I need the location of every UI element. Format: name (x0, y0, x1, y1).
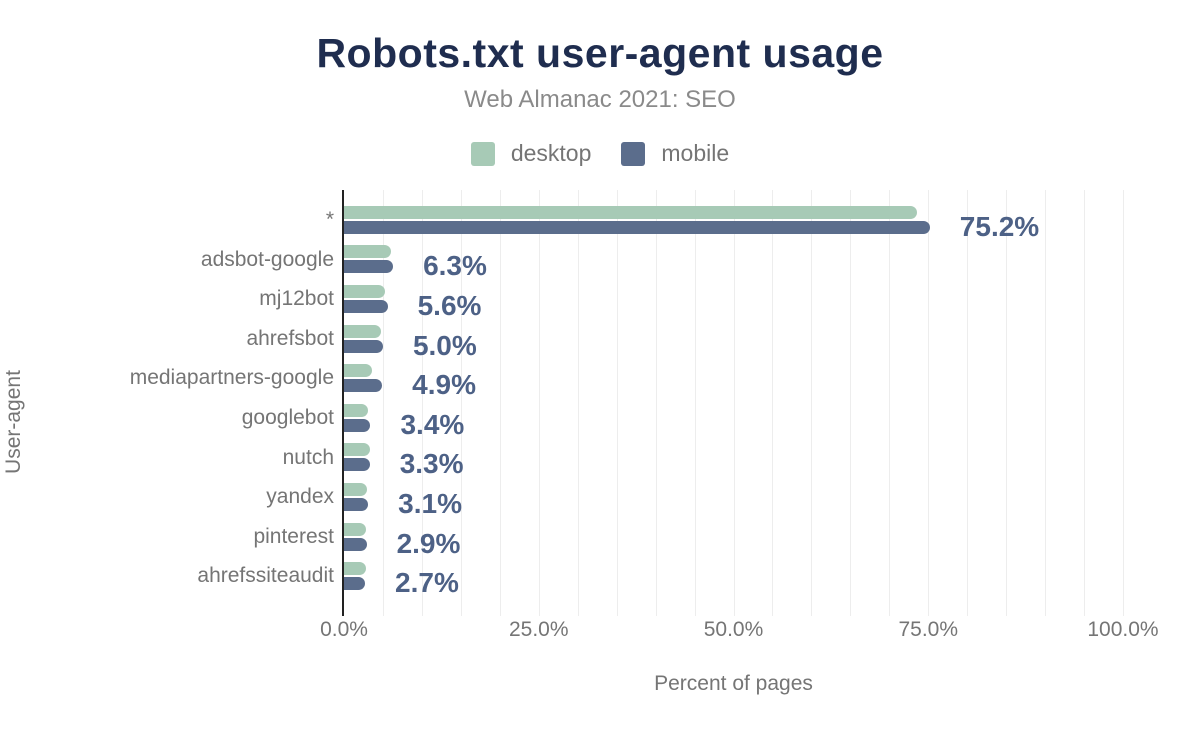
gridline-90pct (1045, 190, 1047, 616)
bar-mobile-nutch[interactable] (344, 458, 370, 472)
chart-subtitle: Web Almanac 2021: SEO (464, 86, 736, 113)
value-label-adsbot-google: 6.3% (423, 250, 487, 282)
plot-area: 75.2% 6.3% 5.6% 5.0% 4.9% 3.4% 3.3% 3.1% 2.9% 2.7… (320, 190, 1159, 641)
gridline-75pct (928, 190, 930, 616)
value-label-mj12bot: 5.6% (417, 290, 482, 321)
bar-desktop-mediapartners-google[interactable] (344, 364, 373, 378)
gridline-5pct (382, 190, 384, 616)
x-tick-label-25: 25.0% (508, 618, 569, 641)
bar-mobile-googlebot[interactable] (344, 418, 371, 432)
x-tick-label-100: 100.0% (1087, 618, 1159, 641)
gridline-95pct (1084, 190, 1086, 616)
value-label-mediapartners-google: 4.9% (412, 369, 476, 401)
value-label-nutch: 3.3% (399, 448, 464, 480)
gridline-85pct (1006, 190, 1008, 616)
legend: desktop mobile (0, 140, 1200, 167)
bar-mobile-ahrefsbot[interactable] (344, 339, 383, 353)
gridline-50pct (733, 190, 735, 616)
bar-mobile-adsbot-google[interactable] (344, 260, 394, 274)
bar-mobile-ahrefssiteaudit[interactable] (344, 577, 366, 591)
bar-desktop-wildcard[interactable] (344, 205, 917, 219)
bar-mobile-mediapartners-google[interactable] (344, 379, 383, 393)
category-label-wildcard: * (325, 208, 334, 231)
value-label-yandex: 3.1% (398, 488, 462, 519)
chart-title: Robots.txt user-agent usage (316, 30, 884, 76)
x-tick-label-75: 75.0% (898, 618, 959, 641)
bar-desktop-adsbot-google[interactable] (344, 245, 391, 259)
legend-swatch-desktop (470, 141, 495, 166)
gridline-70pct (889, 190, 891, 616)
gridline-45pct (694, 190, 696, 616)
value-label-googlebot: 3.4% (400, 408, 465, 440)
gridline-30pct (577, 190, 579, 616)
bar-desktop-nutch[interactable] (344, 443, 370, 457)
bar-desktop-ahrefssiteaudit[interactable] (344, 562, 366, 576)
x-axis-title: Percent of pages (654, 672, 813, 695)
category-label-pinterest: pinterest (253, 524, 334, 548)
legend-label: mobile (661, 140, 730, 166)
value-label-ahrefssiteaudit: 2.7% (395, 567, 459, 599)
bar-mobile-wildcard[interactable] (344, 220, 930, 234)
gridline-55pct (772, 190, 774, 616)
bar-mobile-yandex[interactable] (344, 498, 369, 511)
gridline-10pct (421, 190, 423, 616)
value-label-wildcard: 75.2% (959, 210, 1040, 242)
y-axis-baseline (342, 190, 344, 616)
legend-swatch-mobile (621, 141, 646, 166)
gridline-100pct (1123, 190, 1124, 616)
legend-label: desktop (510, 140, 592, 166)
bar-mobile-mj12bot[interactable] (344, 300, 388, 313)
gridline-35pct (616, 190, 618, 616)
x-tick-label-0: 0.0% (320, 618, 368, 641)
value-label-ahrefsbot: 5.0% (412, 329, 477, 361)
gridline-15pct (460, 190, 462, 616)
category-label-mediapartners-google: mediapartners-google (129, 366, 334, 390)
legend-item-desktop: desktop (470, 140, 592, 167)
gridline-60pct (811, 190, 813, 616)
category-label-adsbot-google: adsbot-google (200, 247, 334, 271)
category-label-ahrefsbot: ahrefsbot (246, 326, 334, 350)
gridline-20pct (499, 190, 501, 616)
gridline-25pct (538, 190, 540, 616)
gridline-80pct (967, 190, 969, 616)
bar-desktop-ahrefsbot[interactable] (344, 324, 382, 338)
gridline-65pct (850, 190, 852, 616)
category-label-ahrefssiteaudit: ahrefssiteaudit (197, 564, 334, 588)
category-label-yandex: yandex (266, 485, 334, 509)
category-label-nutch: nutch (282, 445, 334, 469)
bar-desktop-pinterest[interactable] (344, 522, 366, 536)
bar-desktop-googlebot[interactable] (344, 403, 369, 417)
value-label-pinterest: 2.9% (396, 527, 461, 559)
bar-mobile-pinterest[interactable] (344, 537, 367, 551)
category-label-googlebot: googlebot (241, 406, 334, 429)
x-tick-label-50: 50.0% (703, 618, 764, 641)
bar-desktop-yandex[interactable] (344, 483, 368, 496)
gridline-40pct (655, 190, 657, 616)
category-label-mj12bot: mj12bot (259, 287, 334, 311)
bar-desktop-mj12bot[interactable] (344, 285, 386, 298)
legend-item-mobile: mobile (621, 140, 729, 167)
